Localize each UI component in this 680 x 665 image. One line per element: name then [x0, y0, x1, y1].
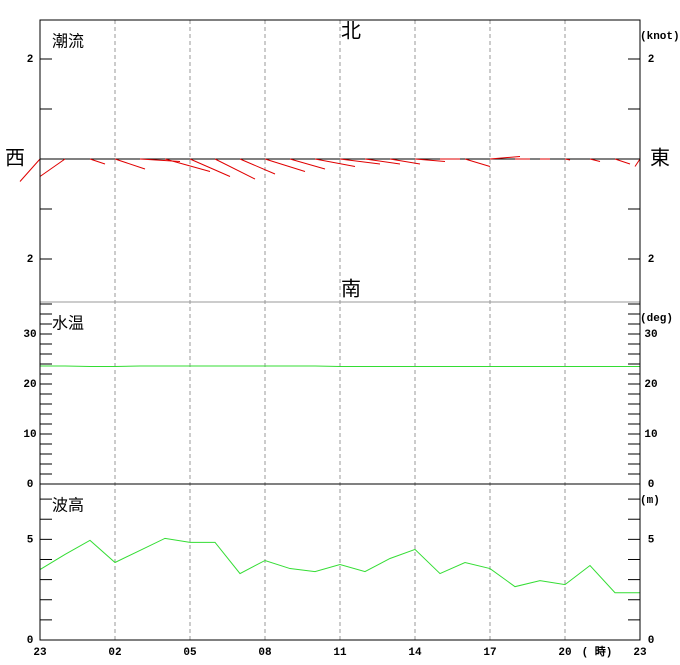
current-vector [414, 158, 446, 162]
y-tick-label: 0 [27, 479, 34, 491]
y-tick-label-right: 10 [644, 429, 657, 441]
y-tick-label: 30 [23, 329, 36, 341]
y-tick-label-right: 0 [648, 635, 655, 647]
y-tick-label-right: 2 [648, 254, 655, 266]
direction-north: 北 [341, 19, 361, 43]
current-vector [39, 158, 66, 177]
x-tick-label: 23 [33, 647, 47, 659]
y-tick-label: 5 [27, 534, 34, 546]
current-vector [614, 158, 631, 165]
y-tick-label-right: 5 [648, 534, 655, 546]
current-vector [389, 158, 421, 165]
data-line [39, 537, 640, 594]
direction-east: 東 [650, 146, 670, 170]
panel-title: 波高 [52, 496, 84, 515]
current-vector [239, 158, 276, 175]
current-vector [89, 158, 106, 165]
current-vector [489, 156, 521, 160]
y-tick-label: 10 [23, 429, 36, 441]
y-tick-label: 0 [27, 635, 34, 647]
direction-west: 西 [5, 146, 25, 170]
current-vector [19, 158, 41, 182]
current-vector [289, 158, 326, 170]
panel-title: 水温 [52, 314, 84, 333]
current-vector [589, 158, 601, 162]
x-tick-label: 17 [483, 647, 496, 659]
y-tick-label: 2 [27, 254, 34, 266]
data-line [40, 365, 640, 367]
unit-label: (deg) [640, 313, 673, 325]
current-vector [114, 158, 146, 170]
x-tick-label: 02 [108, 647, 121, 659]
current-vector [634, 158, 641, 167]
current-vector [214, 158, 256, 180]
y-tick-label-right: 20 [644, 379, 657, 391]
y-tick-label-right: 0 [648, 479, 655, 491]
current-vector [189, 158, 231, 177]
y-tick-label: 2 [27, 54, 34, 66]
current-vector [464, 158, 491, 167]
x-tick-label: 11 [333, 647, 347, 659]
x-tick-label: 08 [258, 647, 272, 659]
current-vector [164, 158, 211, 172]
x-tick-label: 14 [408, 647, 422, 659]
x-tick-label: 05 [183, 647, 197, 659]
plot-frame [39, 19, 641, 641]
x-axis-label: ( 時) [582, 644, 613, 659]
direction-south: 南 [341, 277, 361, 301]
unit-label: (knot) [640, 31, 680, 43]
unit-label: (m) [640, 495, 660, 507]
current-vector [564, 158, 571, 161]
y-tick-label: 20 [23, 379, 36, 391]
panel-title: 潮流 [52, 32, 84, 51]
x-tick-label: 23 [633, 647, 647, 659]
current-vector [364, 158, 401, 165]
current-vector [314, 158, 356, 167]
x-tick-label: 20 [558, 647, 571, 659]
current-vector [339, 158, 381, 165]
y-tick-label-right: 30 [644, 329, 657, 341]
current-vector [264, 158, 306, 172]
y-tick-label-right: 2 [648, 54, 655, 66]
